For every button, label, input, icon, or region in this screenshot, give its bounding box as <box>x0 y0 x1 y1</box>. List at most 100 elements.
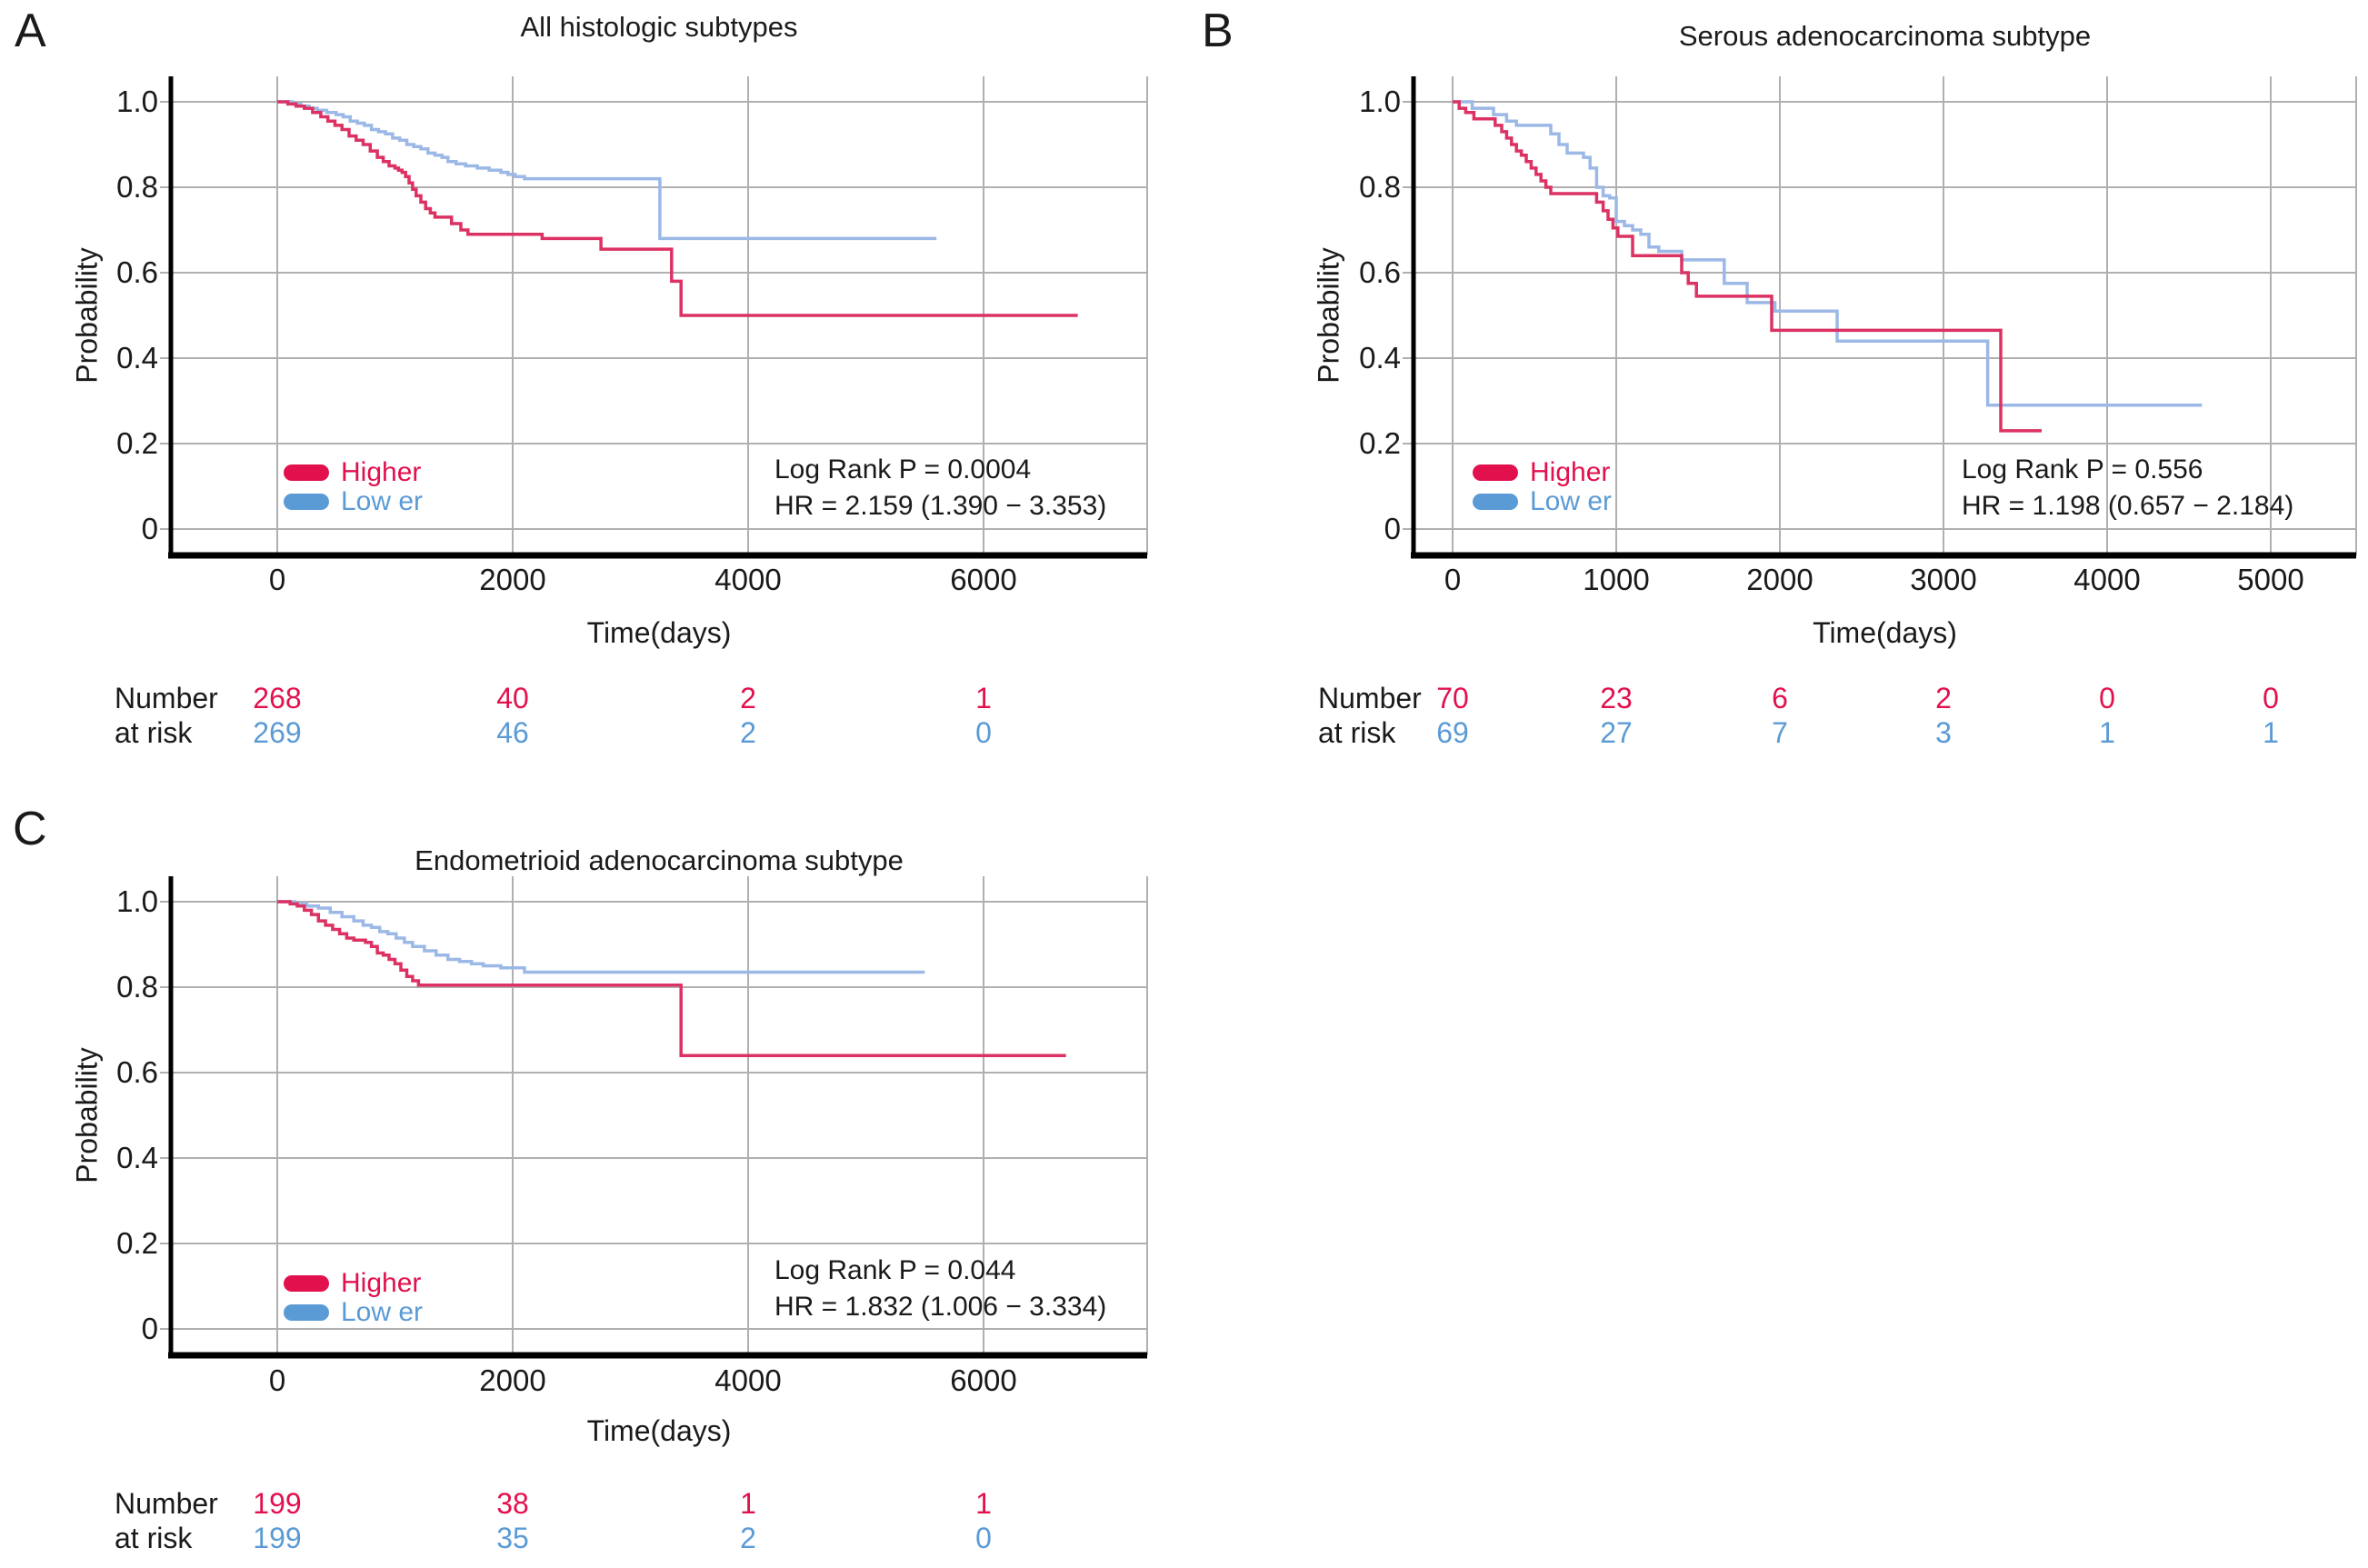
legend-row-lower: Low er <box>284 1298 423 1327</box>
risk-count: 269 <box>253 716 302 749</box>
lower-legend-label: Low er <box>1530 486 1613 516</box>
risk-count: 1 <box>2099 716 2115 749</box>
y-tick-label: 0.6 <box>116 255 158 289</box>
legend-row-higher: Higher <box>284 1269 423 1298</box>
higher-legend-label: Higher <box>341 1268 422 1298</box>
risk-count: 3 <box>1935 716 1952 749</box>
risk-count: 199 <box>253 1522 302 1554</box>
risk-count: 0 <box>2099 682 2115 714</box>
panel-b-stats: Log Rank P = 0.556 HR = 1.198 (0.657 − 2… <box>1962 452 2293 524</box>
risk-count: 0 <box>975 716 992 749</box>
risk-count: 23 <box>1600 682 1633 714</box>
y-tick-label: 1.0 <box>116 884 158 918</box>
y-tick-label: 0.4 <box>116 341 158 375</box>
y-tick-label: 0.8 <box>116 970 158 1004</box>
y-tick-label: 0 <box>141 1312 158 1345</box>
y-tick-label: 1.0 <box>1359 85 1401 118</box>
x-tick-label: 6000 <box>950 1363 1017 1397</box>
lower-legend-label: Low er <box>341 1297 424 1327</box>
panel-b-xlabel: Time(days) <box>1813 616 1957 649</box>
y-tick-label: 0 <box>141 512 158 545</box>
hazard-ratio: HR = 1.832 (1.006 − 3.334) <box>774 1292 1107 1322</box>
risk-count: 2 <box>1935 682 1952 714</box>
risk-count: 27 <box>1600 716 1633 749</box>
panel-c-stats: Log Rank P = 0.044 HR = 1.832 (1.006 − 3… <box>774 1253 1106 1325</box>
risk-count: 40 <box>496 682 529 714</box>
panel-a-title: All histologic subtypes <box>520 11 798 43</box>
risk-count: 268 <box>253 682 302 714</box>
panel-c-xlabel: Time(days) <box>586 1414 732 1447</box>
risk-count: 1 <box>2263 716 2279 749</box>
km-curve-lower <box>277 900 925 974</box>
panel-b-letter: B <box>1202 5 1234 57</box>
risk-count: 2 <box>740 716 756 749</box>
higher-legend-label: Higher <box>1530 457 1611 487</box>
risk-table-label-line1: Number <box>115 1487 218 1520</box>
higher-legend-swatch <box>284 1275 329 1292</box>
y-tick-label: 1.0 <box>116 85 158 118</box>
panel-c-legend: Higher Low er <box>284 1269 423 1327</box>
lower-legend-swatch <box>1473 494 1518 510</box>
panel-a-xlabel: Time(days) <box>586 616 732 649</box>
x-tick-label: 4000 <box>2073 563 2141 596</box>
risk-count: 7 <box>1772 716 1788 749</box>
y-tick-label: 0.6 <box>116 1055 158 1089</box>
x-tick-label: 4000 <box>714 1363 782 1397</box>
higher-legend-swatch <box>1473 464 1518 481</box>
x-tick-label: 0 <box>268 563 286 596</box>
risk-count: 1 <box>975 682 992 714</box>
risk-count: 2 <box>740 682 756 714</box>
risk-count: 2 <box>740 1522 756 1554</box>
log-rank-p-value: Log Rank P = 0.0004 <box>774 454 1032 484</box>
x-tick-label: 6000 <box>950 563 1017 596</box>
higher-legend-label: Higher <box>341 457 422 487</box>
risk-count: 70 <box>1436 682 1469 714</box>
km-curve-higher <box>277 100 1078 317</box>
panel-b-title: Serous adenocarcinoma subtype <box>1678 20 2092 52</box>
km-curve-higher <box>277 900 1066 1057</box>
risk-count: 38 <box>496 1487 529 1520</box>
panel-a-stats: Log Rank P = 0.0004 HR = 2.159 (1.390 − … <box>774 452 1106 524</box>
x-tick-label: 0 <box>268 1363 286 1397</box>
risk-count: 6 <box>1772 682 1788 714</box>
risk-table-label-line1: Number <box>1318 682 1422 714</box>
x-tick-label: 3000 <box>1910 563 1977 596</box>
y-tick-label: 0.2 <box>1359 426 1401 460</box>
y-tick-label: 0.2 <box>116 426 158 460</box>
y-tick-label: 0.6 <box>1359 255 1401 289</box>
y-tick-label: 0.2 <box>116 1226 158 1260</box>
risk-table-label-line2: at risk <box>115 1522 193 1554</box>
km-curve-higher <box>1453 100 2042 433</box>
legend-row-lower: Low er <box>1473 487 1612 516</box>
y-tick-label: 0.8 <box>1359 170 1401 204</box>
x-tick-label: 2000 <box>1746 563 1813 596</box>
risk-count: 1 <box>740 1487 756 1520</box>
risk-count: 0 <box>975 1522 992 1554</box>
y-tick-label: 0.4 <box>1359 341 1401 375</box>
x-tick-label: 0 <box>1444 563 1462 596</box>
y-tick-label: 0 <box>1384 512 1401 545</box>
x-tick-label: 4000 <box>714 563 782 596</box>
hazard-ratio: HR = 1.198 (0.657 − 2.184) <box>1962 491 2294 521</box>
lower-legend-swatch <box>284 1304 329 1321</box>
legend-row-higher: Higher <box>1473 458 1612 487</box>
risk-table-label-line1: Number <box>115 682 218 714</box>
y-tick-label: 0.4 <box>116 1141 158 1174</box>
risk-count: 0 <box>2263 682 2279 714</box>
km-curve-lower <box>1453 100 2203 407</box>
x-tick-label: 2000 <box>479 563 546 596</box>
risk-table-label-line2: at risk <box>1318 716 1396 749</box>
higher-legend-swatch <box>284 464 329 481</box>
risk-count: 46 <box>496 716 529 749</box>
risk-table-label-line2: at risk <box>115 716 193 749</box>
lower-legend-label: Low er <box>341 486 424 516</box>
risk-count: 1 <box>975 1487 992 1520</box>
hazard-ratio: HR = 2.159 (1.390 − 3.353) <box>774 491 1107 521</box>
y-tick-label: 0.8 <box>116 170 158 204</box>
log-rank-p-value: Log Rank P = 0.044 <box>774 1255 1016 1285</box>
log-rank-p-value: Log Rank P = 0.556 <box>1962 454 2203 484</box>
panel-c-title: Endometrioid adenocarcinoma subtype <box>415 844 904 876</box>
risk-count: 69 <box>1436 716 1469 749</box>
